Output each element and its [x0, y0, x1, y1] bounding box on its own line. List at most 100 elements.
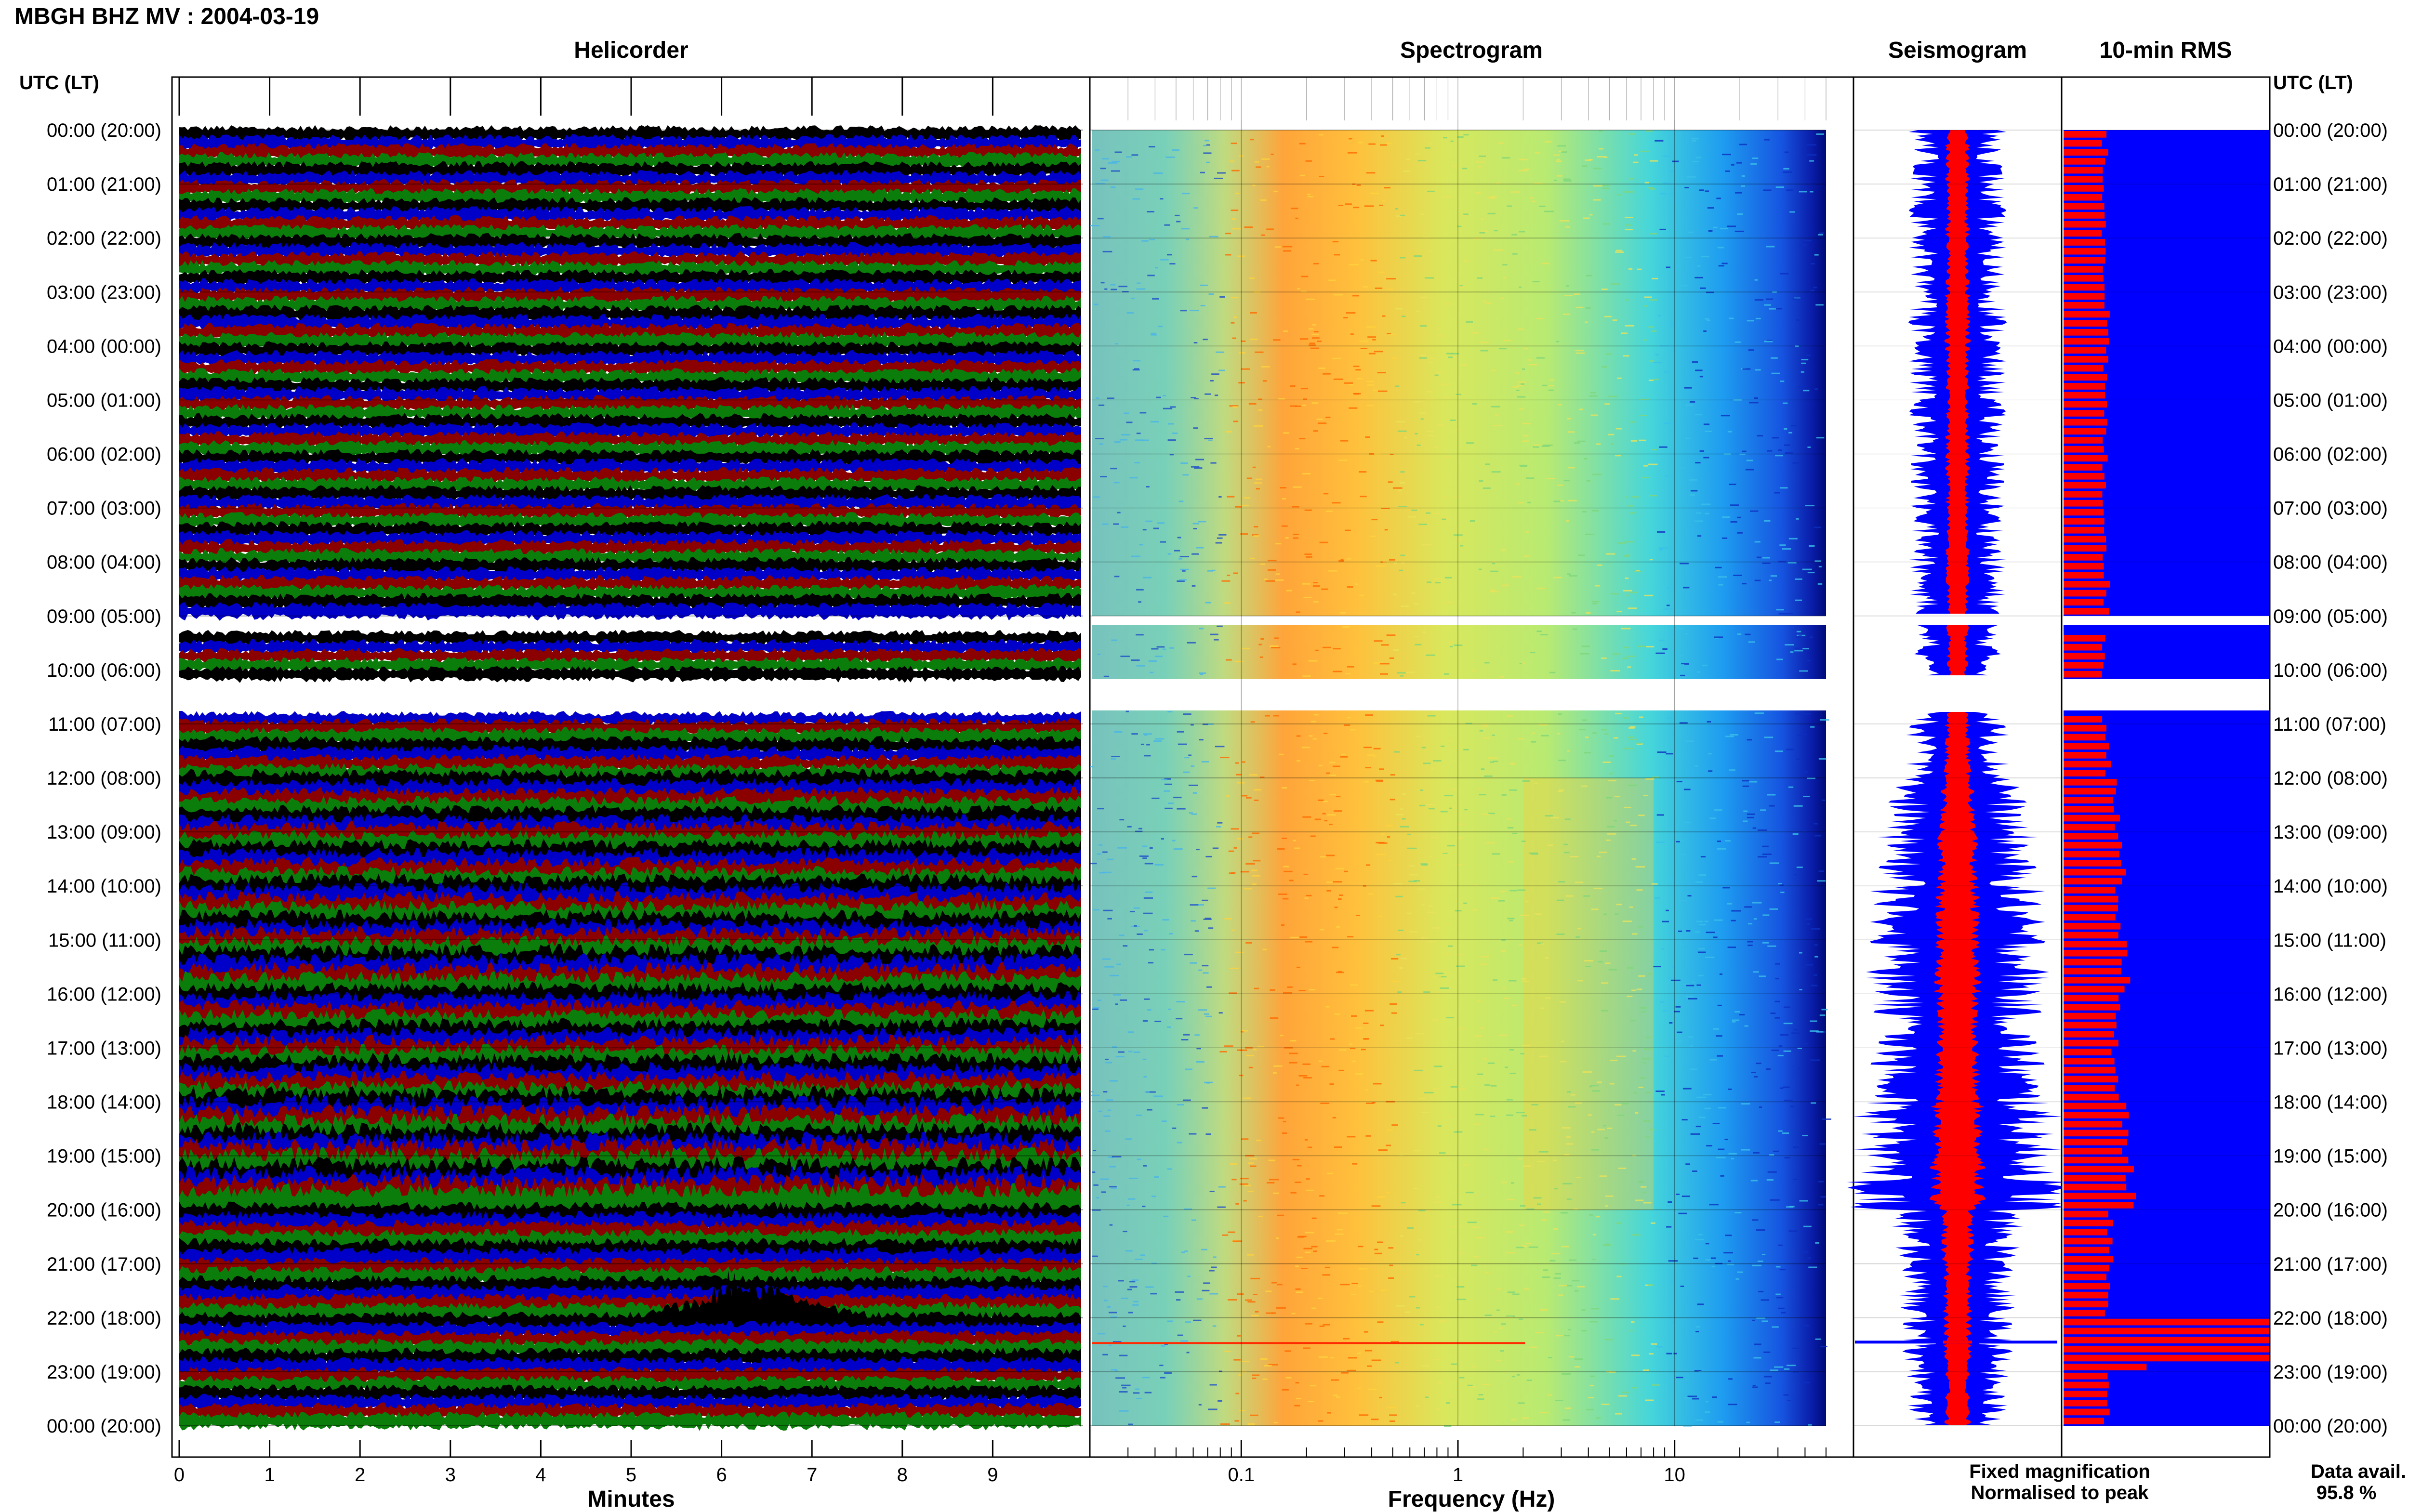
- spectrogram-speckle: [1785, 644, 1794, 646]
- spectrogram-speckle: [1289, 880, 1294, 881]
- spectrogram-speckle: [1638, 815, 1645, 816]
- spectrogram-speckle: [1628, 133, 1635, 135]
- rms-bar: [2064, 1345, 2269, 1353]
- spectrogram-speckle: [1132, 1304, 1139, 1306]
- rms-bar: [2064, 1408, 2110, 1416]
- spectrogram-speckle: [1637, 268, 1642, 270]
- spectrogram-speckle: [1586, 1408, 1594, 1410]
- helicorder-trace: [179, 1270, 1081, 1371]
- spectrogram-speckle: [1591, 908, 1599, 910]
- spectrogram-speckle: [1519, 464, 1528, 466]
- spectrogram-speckle: [1609, 1083, 1615, 1085]
- spectrogram-speckle: [1364, 1038, 1369, 1040]
- spectrogram-speckle: [1100, 476, 1107, 477]
- spectrogram-speckle: [1333, 810, 1342, 812]
- spectrogram-speckle: [1153, 172, 1163, 174]
- spectrogram-speckle: [1799, 564, 1802, 565]
- hour-label: 00:00 (20:00): [47, 1416, 161, 1437]
- spectrogram-speckle: [1778, 1130, 1783, 1132]
- spectrogram-speckle: [1390, 1420, 1395, 1422]
- spectrogram-speckle: [1337, 971, 1342, 973]
- spectrogram-speckle: [1525, 1243, 1532, 1245]
- spectrogram-speckle: [1313, 430, 1318, 432]
- spectrogram-speckle: [1793, 1146, 1800, 1148]
- spectrogram-speckle: [1727, 1263, 1734, 1265]
- spectrogram-speckle: [1131, 659, 1140, 661]
- spectrogram-speckle: [1309, 780, 1315, 781]
- spectrogram-speckle: [1769, 805, 1775, 807]
- spectrogram-speckle: [1792, 1347, 1799, 1349]
- spectrogram-speckle: [1124, 412, 1129, 414]
- spectrogram-speckle: [1441, 745, 1445, 747]
- spectrogram-speckle: [1478, 568, 1482, 570]
- spectrogram-speckle: [1756, 556, 1761, 558]
- spectrogram-speckle: [1467, 1384, 1473, 1386]
- spectrogram-speckle: [1133, 1051, 1140, 1053]
- spectrogram-speckle: [1816, 437, 1825, 439]
- spectrogram-speckle: [1737, 1271, 1743, 1273]
- spectrogram-speckle: [1536, 588, 1545, 590]
- spectrogram-speckle: [1443, 853, 1448, 854]
- spectrogram-speckle: [1707, 753, 1712, 755]
- spectrogram-speckle: [1511, 1419, 1517, 1420]
- spectrogram-speckle: [1090, 766, 1094, 768]
- spectrogram-speckle: [1607, 833, 1616, 835]
- spectrogram-x-tick-label: 10: [1664, 1464, 1685, 1486]
- spectrogram-speckle: [1723, 1252, 1733, 1254]
- spectrogram-speckle: [1390, 453, 1394, 455]
- spectrogram-speckle: [1481, 768, 1485, 770]
- spectrogram-speckle: [1262, 380, 1267, 382]
- spectrogram-panel: 0.1 1 10 Frequency (Hz): [1089, 76, 1854, 1512]
- spectrogram-speckle: [1204, 918, 1211, 920]
- spectrogram-speckle: [1237, 1335, 1241, 1337]
- spectrogram-speckle: [1780, 273, 1789, 275]
- spectrogram-speckle: [1629, 592, 1638, 593]
- spectrogram-speckle: [1625, 224, 1632, 226]
- spectrogram-speckle: [1371, 1419, 1379, 1420]
- spectrogram-speckle: [1539, 205, 1546, 207]
- spectrogram-speckle: [1251, 869, 1257, 871]
- spectrogram-speckle: [1737, 532, 1743, 534]
- spectrogram-speckle: [1481, 725, 1488, 727]
- spectrogram-speckle: [1301, 276, 1309, 277]
- spectrogram-speckle: [1290, 1192, 1297, 1194]
- spectrogram-speckle: [1694, 931, 1700, 933]
- spectrogram-speckle: [1121, 526, 1129, 528]
- legend-normalised-to-peak: Normalised to peak: [1971, 1482, 2149, 1503]
- spectrogram-speckle: [1774, 750, 1784, 752]
- spectrogram-speckle: [1363, 781, 1369, 783]
- helicorder-x-tick-label: 2: [355, 1464, 365, 1486]
- spectrogram-speckle: [1766, 1068, 1771, 1070]
- rms-bar: [2064, 221, 2106, 228]
- spectrogram-speckle: [1335, 868, 1344, 869]
- spectrogram-speckle: [1391, 1012, 1397, 1014]
- spectrogram-speckle: [1245, 1054, 1255, 1056]
- spectrogram-speckle: [1767, 945, 1776, 947]
- spectrogram-speckle: [1516, 483, 1520, 485]
- spectrogram-speckle: [1150, 671, 1154, 673]
- spectrogram-speckle: [1683, 587, 1690, 589]
- spectrogram-speckle: [1670, 324, 1681, 326]
- spectrogram-speckle: [1104, 1300, 1108, 1302]
- spectrogram-speckle: [1718, 265, 1724, 267]
- spectrogram-speckle: [1712, 1123, 1720, 1124]
- spectrogram-speckle: [1669, 171, 1674, 172]
- spectrogram-speckle: [1261, 234, 1265, 236]
- spectrogram-speckle: [1556, 175, 1562, 177]
- spectrogram-speckle: [1364, 1089, 1368, 1091]
- spectrogram-speckle: [1675, 264, 1680, 266]
- spectrogram-speckle: [1629, 1329, 1633, 1331]
- spectrogram-speckle: [1301, 1268, 1308, 1269]
- spectrogram-speckle: [1811, 1102, 1816, 1104]
- spectrogram-speckle: [1761, 1320, 1768, 1322]
- helicorder-x-tick-label: 8: [897, 1464, 908, 1486]
- spectrogram-speckle: [1769, 579, 1772, 581]
- spectrogram-speckle: [1411, 592, 1416, 594]
- spectrogram-speckle: [1628, 607, 1637, 609]
- spectrogram-speckle: [1754, 712, 1764, 714]
- spectrogram-speckle: [1237, 782, 1245, 784]
- spectrogram-speckle: [1450, 1086, 1457, 1088]
- spectrogram-speckle: [1175, 1291, 1184, 1293]
- spectrogram-speckle: [1750, 1180, 1758, 1182]
- spectrogram-speckle: [1589, 1086, 1593, 1088]
